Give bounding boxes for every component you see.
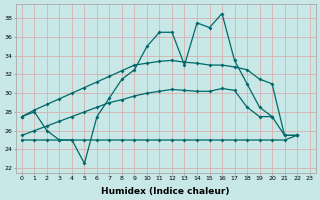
X-axis label: Humidex (Indice chaleur): Humidex (Indice chaleur) [101, 187, 230, 196]
